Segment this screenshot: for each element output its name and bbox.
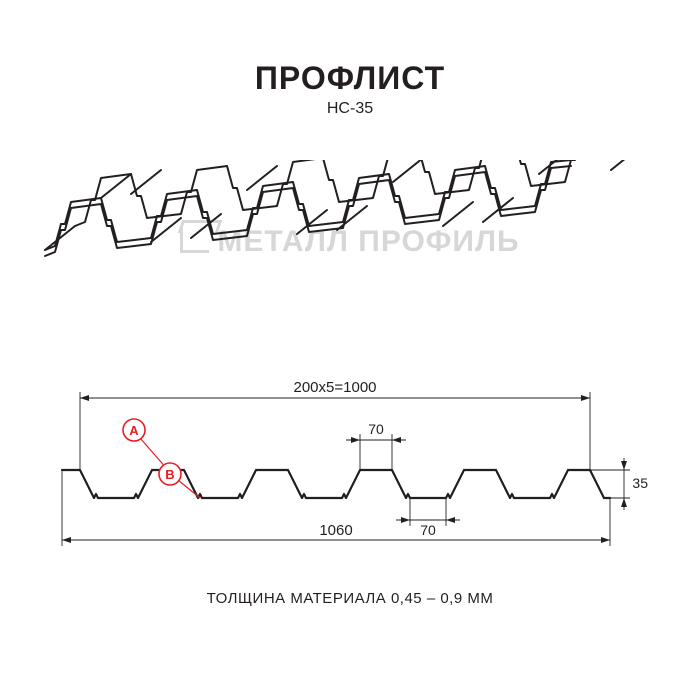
isometric-view	[40, 160, 660, 310]
dim-pitch-label: 200х5=1000	[294, 379, 377, 396]
dim-overall-label: 1060	[319, 522, 352, 539]
cross-section-svg: 200х5=1000 70 70	[50, 370, 650, 550]
callout-b-label: B	[165, 467, 174, 482]
callout-b: B	[159, 463, 200, 498]
iso-depth-lines	[45, 160, 641, 250]
cross-section-view: 200х5=1000 70 70	[50, 370, 650, 550]
page-title: ПРОФЛИСТ	[0, 60, 700, 97]
footer-note: ТОЛЩИНА МАТЕРИАЛА 0,45 – 0,9 ММ	[0, 590, 700, 607]
page-subtitle: НС-35	[0, 100, 700, 118]
dim-height: 35	[590, 458, 648, 510]
callout-a-label: A	[129, 423, 139, 438]
page: ПРОФЛИСТ НС-35 МЕТАЛЛ ПРОФИЛЬ	[0, 0, 700, 700]
callout-a: A	[123, 419, 168, 470]
profile-path	[62, 470, 610, 498]
dim-overall: 1060	[62, 470, 610, 546]
dim-top-flat-label: 70	[368, 421, 384, 437]
isometric-svg	[40, 160, 660, 310]
dim-bottom-flat: 70	[396, 498, 460, 538]
dim-bottom-flat-label: 70	[420, 522, 436, 538]
dim-height-label: 35	[632, 475, 648, 491]
iso-front-edge	[45, 160, 571, 250]
iso-back-edge	[75, 160, 601, 226]
dim-top-flat: 70	[346, 421, 406, 470]
